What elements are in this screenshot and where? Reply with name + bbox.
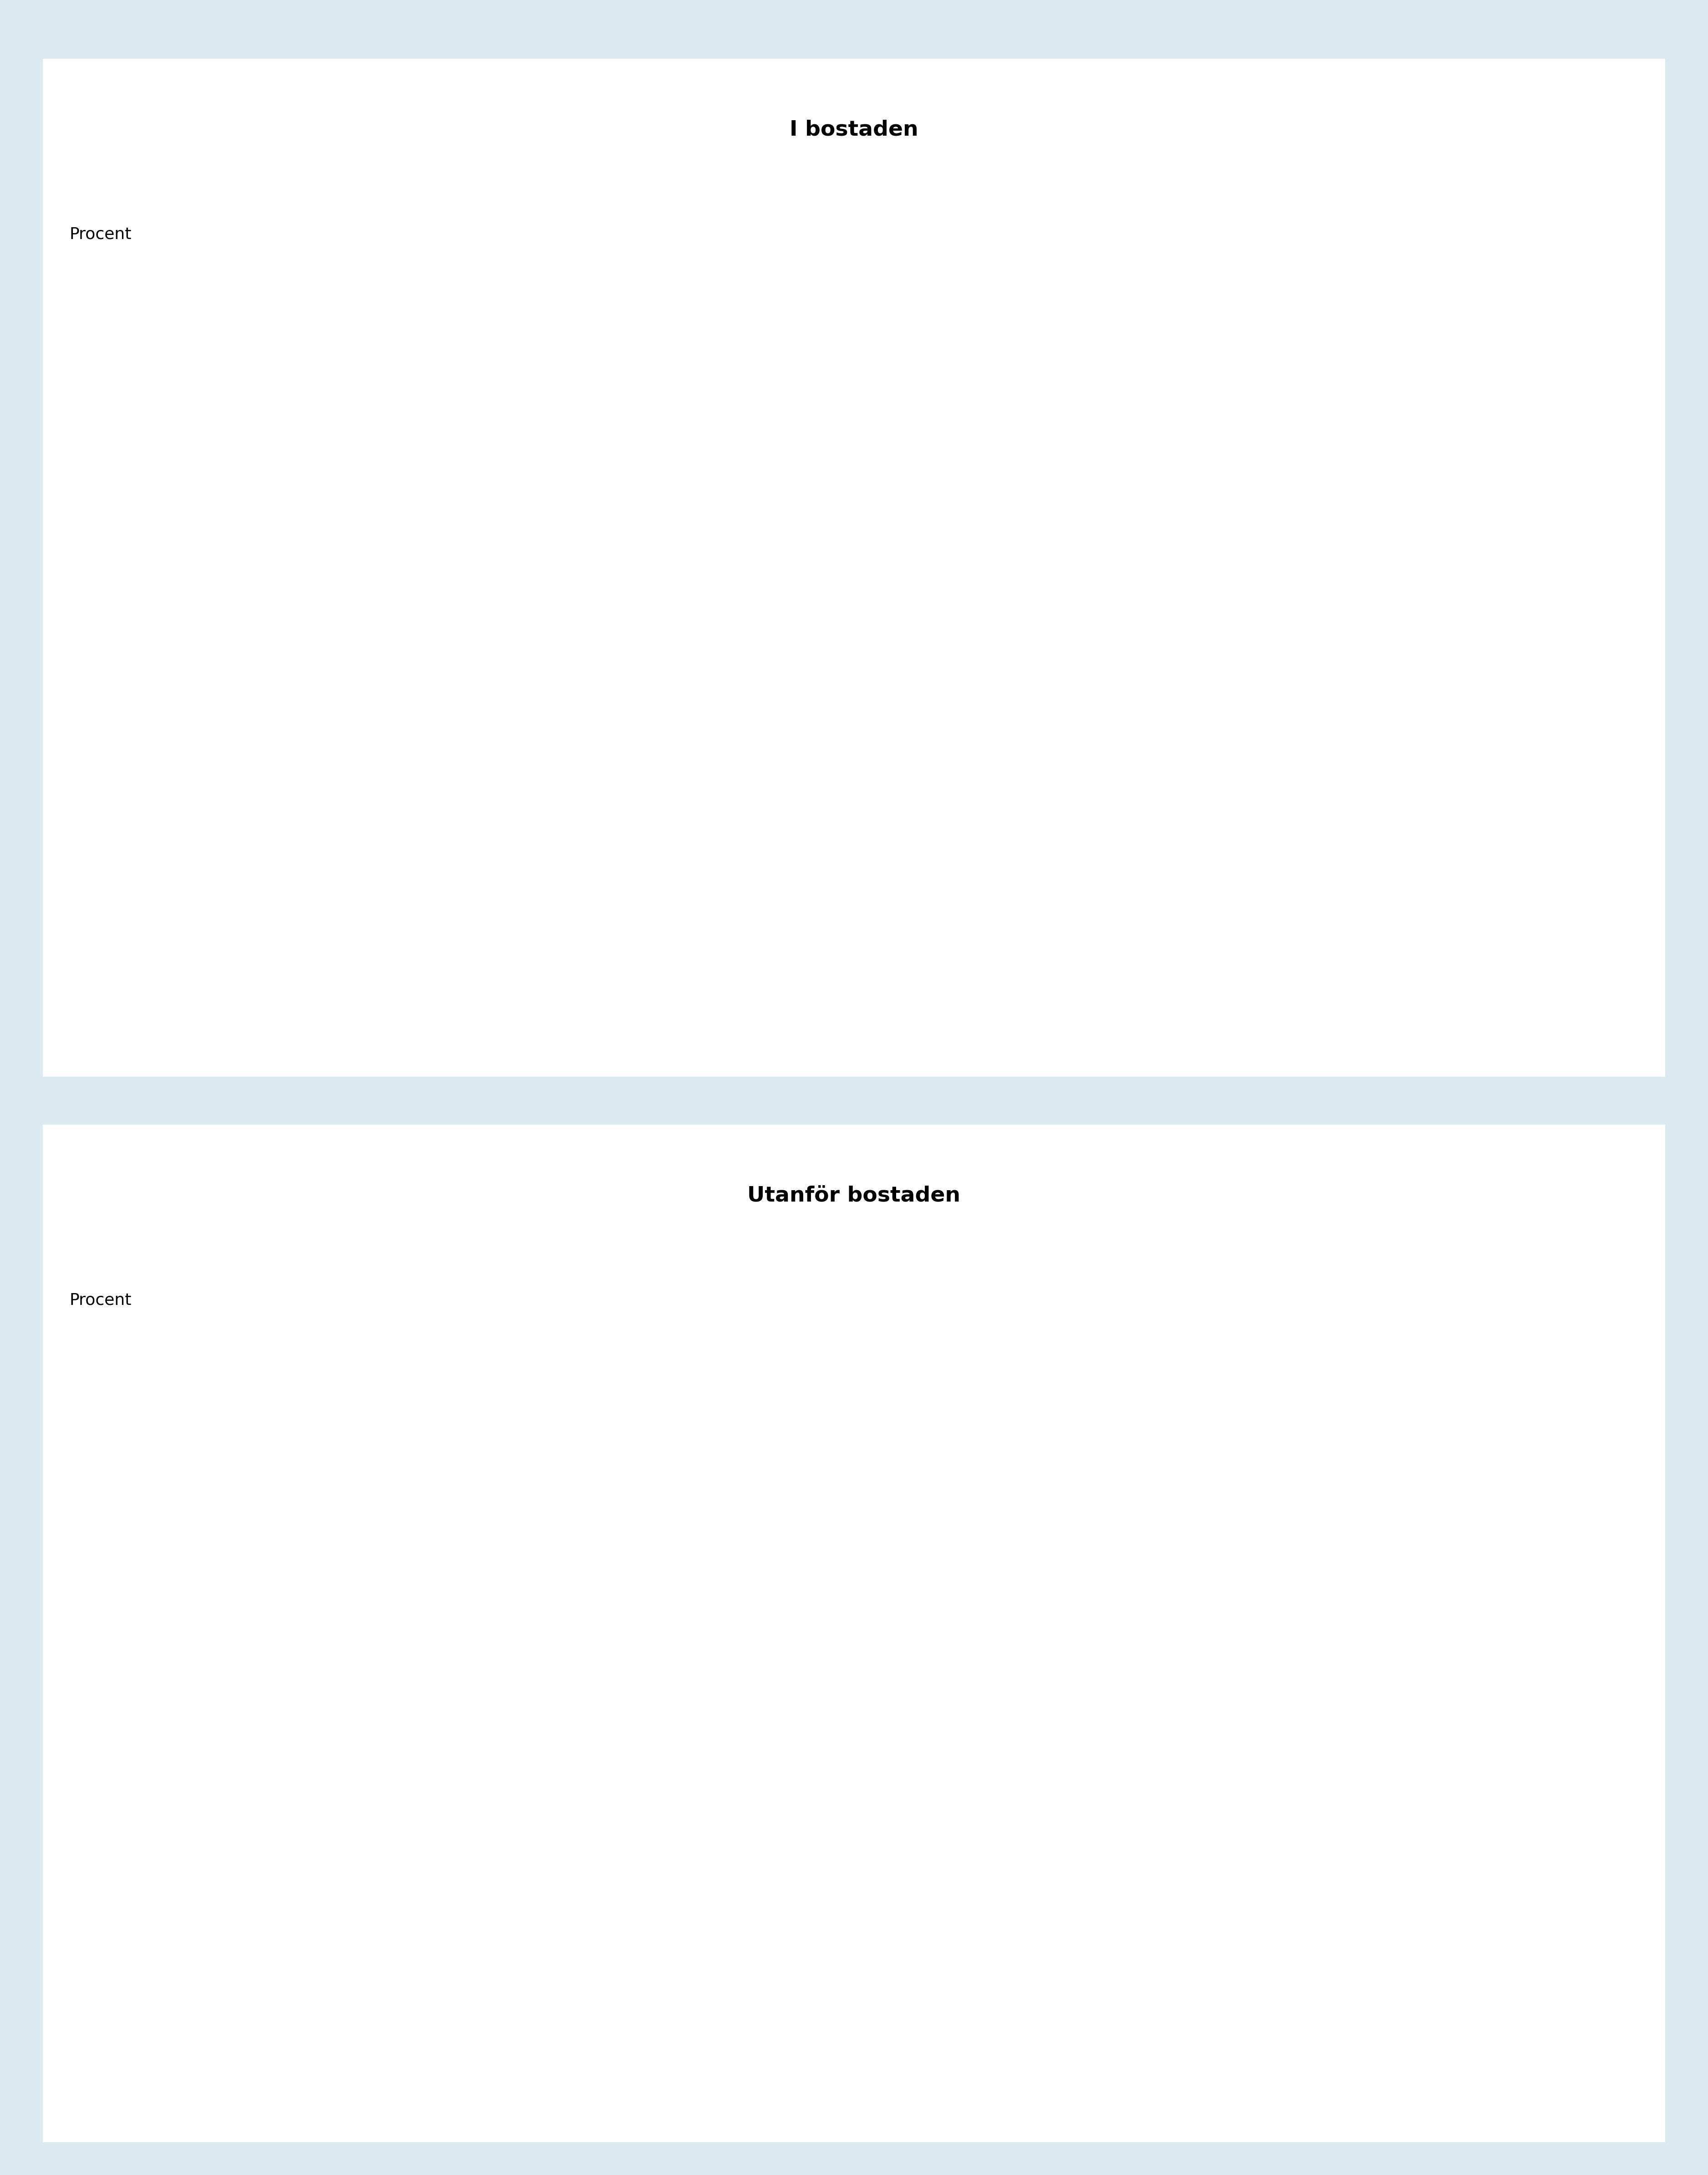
Text: Procent: Procent <box>70 1292 132 1307</box>
Text: Utanför bostaden: Utanför bostaden <box>748 1185 960 1205</box>
Bar <box>367 1583 453 1968</box>
Bar <box>798 559 868 903</box>
Bar <box>1342 811 1413 903</box>
Legend: 2011, 2019: 2011, 2019 <box>620 1205 804 1225</box>
Bar <box>471 1644 559 1968</box>
Bar <box>970 703 1040 903</box>
Text: Procent: Procent <box>70 226 132 241</box>
Bar <box>425 672 495 903</box>
Bar <box>1428 783 1498 903</box>
Bar <box>883 720 955 903</box>
Legend: 2003, 2011, 2019: 2003, 2011, 2019 <box>620 139 917 159</box>
Text: I bostaden: I bostaden <box>789 120 919 139</box>
Bar <box>823 1842 909 1968</box>
Bar <box>1279 1914 1366 1968</box>
Bar <box>1385 1912 1471 1968</box>
Bar <box>340 318 410 903</box>
Bar <box>1255 648 1325 903</box>
Bar <box>929 1853 1015 1968</box>
Bar <box>512 596 582 903</box>
